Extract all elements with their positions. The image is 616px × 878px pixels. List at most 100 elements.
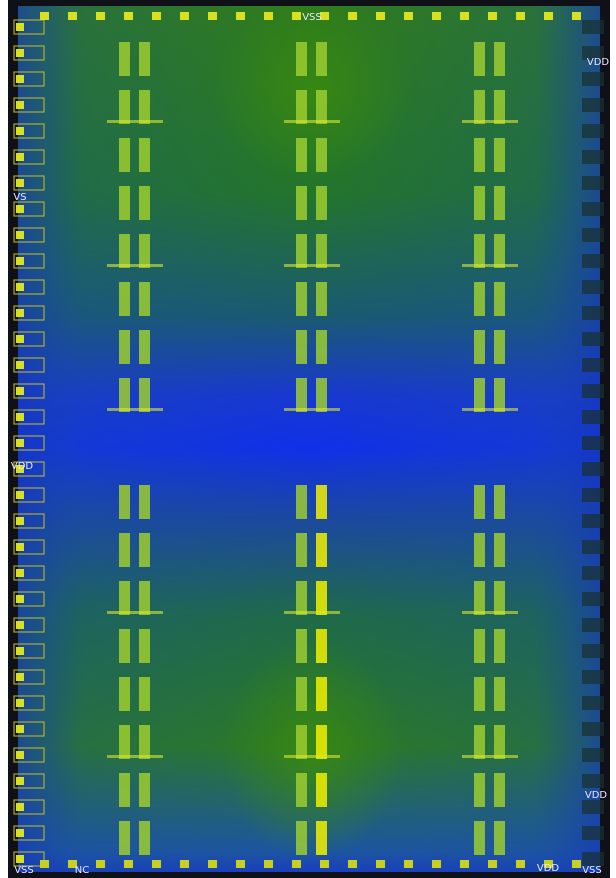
pad-hot	[488, 12, 497, 20]
stripe-segment	[119, 725, 130, 759]
pad-hot	[16, 309, 24, 317]
pad-label: VSS	[582, 865, 602, 876]
pad-label: VDD	[11, 461, 34, 472]
pad-hot	[404, 12, 413, 20]
stripe-segment	[316, 581, 327, 615]
pad-hot	[404, 860, 413, 868]
pad-hot	[460, 12, 469, 20]
pad-hot	[16, 751, 24, 759]
pad-hot	[544, 12, 553, 20]
pad-hot	[16, 829, 24, 837]
pad	[582, 774, 604, 788]
pad-hot	[236, 860, 245, 868]
pad-hot	[16, 517, 24, 525]
pad-hot	[376, 12, 385, 20]
pad	[582, 124, 604, 138]
pad	[582, 176, 604, 190]
pad	[582, 514, 604, 528]
stripe-hotspot	[284, 611, 340, 614]
stripe-segment	[494, 234, 505, 268]
pad-hot	[292, 12, 301, 20]
stripe-segment	[316, 42, 327, 76]
pad	[582, 852, 604, 866]
stripe-segment	[139, 533, 150, 567]
pad	[582, 540, 604, 554]
pad	[582, 384, 604, 398]
stripe-segment	[494, 282, 505, 316]
pad	[582, 696, 604, 710]
pad-label: VDD	[585, 790, 608, 801]
pad-hot	[16, 803, 24, 811]
pad-hot	[320, 860, 329, 868]
stripe-segment	[296, 186, 307, 220]
stripe-segment	[494, 629, 505, 663]
stripe-segment	[296, 330, 307, 364]
pad-label: VSS	[14, 865, 34, 876]
stripe-segment	[474, 725, 485, 759]
stripe-segment	[139, 330, 150, 364]
pad-hot	[16, 75, 24, 83]
stripe-segment	[139, 485, 150, 519]
stripe-segment	[296, 773, 307, 807]
pad	[582, 462, 604, 476]
stripe-segment	[296, 533, 307, 567]
stripe-segment	[494, 533, 505, 567]
pad-hot	[16, 101, 24, 109]
stripe-segment	[474, 677, 485, 711]
stripe-hotspot	[462, 120, 518, 123]
pad-hot	[16, 777, 24, 785]
pad-hot	[16, 361, 24, 369]
pad	[582, 280, 604, 294]
stripe-segment	[494, 90, 505, 124]
stripe-hotspot	[107, 408, 163, 411]
pad-hot	[16, 153, 24, 161]
pad	[582, 202, 604, 216]
pad-hot	[348, 12, 357, 20]
stripe-segment	[119, 677, 130, 711]
stripe-segment	[119, 330, 130, 364]
pad-hot	[16, 335, 24, 343]
pad	[582, 98, 604, 112]
pad-label: VS	[13, 192, 26, 203]
stripe-segment	[316, 186, 327, 220]
pad	[582, 826, 604, 840]
pad-hot	[16, 673, 24, 681]
stripe-segment	[139, 629, 150, 663]
pad-label: VSS	[302, 12, 322, 23]
pad-label: VDD	[587, 57, 610, 68]
stripe-segment	[119, 629, 130, 663]
pad-hot	[16, 569, 24, 577]
pad	[582, 592, 604, 606]
ir-drop-map: VSSVSVDDVDDVDDVSSNCVDDVSS	[0, 0, 616, 878]
pad	[582, 618, 604, 632]
pad-hot	[516, 12, 525, 20]
pad-hot	[152, 860, 161, 868]
stripe-segment	[474, 282, 485, 316]
pad-hot	[516, 860, 525, 868]
pad-hot	[432, 860, 441, 868]
pad-hot	[180, 12, 189, 20]
stripe-hotspot	[284, 120, 340, 123]
stripe-segment	[316, 533, 327, 567]
stripe-hotspot	[284, 755, 340, 758]
stripe-segment	[119, 42, 130, 76]
stripe-segment	[494, 42, 505, 76]
hotspot-glow	[222, 640, 402, 860]
pad-label: VDD	[537, 863, 560, 874]
pad-hot	[40, 12, 49, 20]
stripe-hotspot	[107, 755, 163, 758]
stripe-segment	[119, 282, 130, 316]
pad	[582, 566, 604, 580]
stripe-segment	[316, 629, 327, 663]
pad-hot	[264, 12, 273, 20]
stripe-segment	[139, 186, 150, 220]
stripe-segment	[139, 821, 150, 855]
stripe-segment	[494, 378, 505, 412]
stripe-segment	[119, 773, 130, 807]
stripe-hotspot	[284, 264, 340, 267]
stripe-segment	[316, 282, 327, 316]
pad-hot	[376, 860, 385, 868]
stripe-segment	[474, 581, 485, 615]
stripe-segment	[474, 629, 485, 663]
pad-hot	[208, 860, 217, 868]
